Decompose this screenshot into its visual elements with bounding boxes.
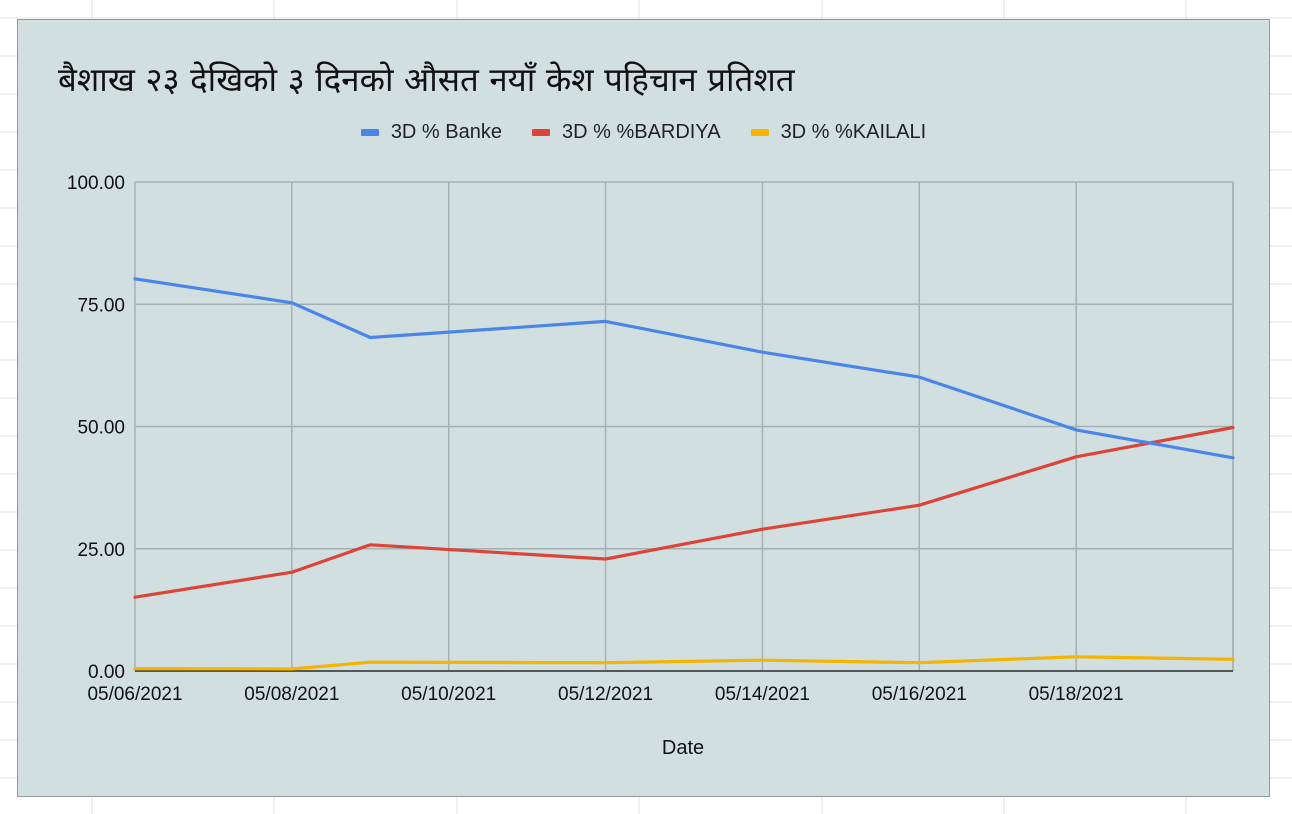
y-tick-label: 25.00: [77, 540, 125, 561]
x-tick-label: 05/12/2021: [558, 684, 653, 705]
series-line-banke[interactable]: [133, 277, 1235, 460]
y-tick-label: 0.00: [88, 662, 125, 683]
x-tick-label: 05/16/2021: [872, 684, 967, 705]
legend-item-bardiya[interactable]: 3D % %BARDIYA: [531, 121, 721, 144]
x-tick-label: 05/08/2021: [244, 684, 339, 705]
y-tick-label: 50.00: [77, 418, 125, 439]
legend-label-bardiya: 3D % %BARDIYA: [561, 121, 721, 143]
legend-swatch-banke: [360, 129, 379, 136]
legend-swatch-bardiya: [531, 129, 550, 136]
x-tick-label: 05/18/2021: [1029, 684, 1124, 705]
y-tick-label: 100.00: [67, 173, 125, 194]
legend-swatch-kailali: [750, 129, 769, 136]
chart-legend: 3D % Banke 3D % %BARDIYA 3D % %KAILALI: [18, 121, 1269, 144]
x-tick-label: 05/06/2021: [87, 684, 182, 705]
x-axis-title: Date: [662, 737, 704, 759]
legend-label-kailali: 3D % %KAILALI: [780, 121, 927, 143]
x-tick-label: 05/14/2021: [715, 684, 810, 705]
series-line-kailali[interactable]: [133, 655, 1235, 671]
chart-container[interactable]: बैशाख २३ देखिको ३ दिनको औसत नयाँ केश पहि…: [17, 19, 1270, 797]
y-tick-label: 75.00: [77, 295, 125, 316]
legend-item-banke[interactable]: 3D % Banke: [360, 121, 502, 144]
series-line-bardiya[interactable]: [133, 425, 1235, 599]
legend-label-banke: 3D % Banke: [390, 121, 502, 143]
chart-title: बैशाख २३ देखिको ३ दिनको औसत नयाँ केश पहि…: [58, 60, 795, 99]
x-tick-label: 05/10/2021: [401, 684, 496, 705]
line-chart-plot: 0.00 25.00 50.00 75.00 100.00 05/06/2021 05/08…: [67, 173, 1235, 759]
legend-item-kailali[interactable]: 3D % %KAILALI: [750, 121, 927, 144]
